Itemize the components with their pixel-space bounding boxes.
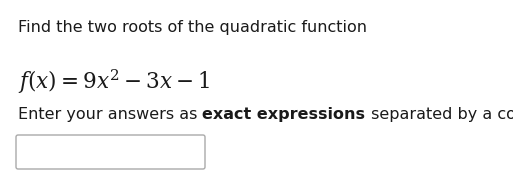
FancyBboxPatch shape — [16, 135, 205, 169]
Text: separated by a comma.: separated by a comma. — [365, 107, 513, 122]
Text: exact expressions: exact expressions — [203, 107, 365, 122]
Text: $f(x) = 9x^2 - 3x - 1$: $f(x) = 9x^2 - 3x - 1$ — [18, 67, 210, 96]
Text: Find the two roots of the quadratic function: Find the two roots of the quadratic func… — [18, 20, 367, 35]
Text: Enter your answers as: Enter your answers as — [18, 107, 203, 122]
